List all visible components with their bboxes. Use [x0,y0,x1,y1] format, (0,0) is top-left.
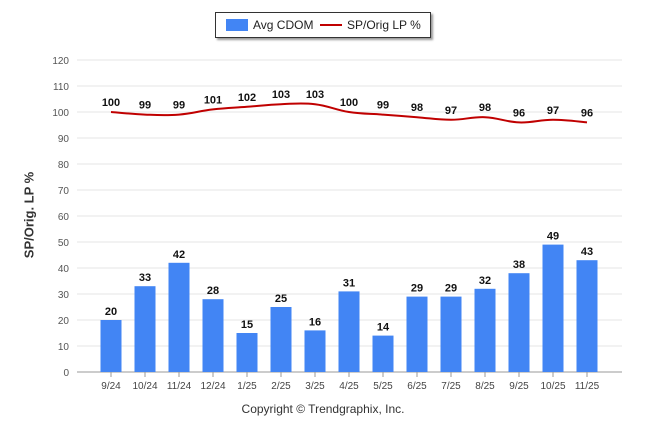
bar-avg-cdom [474,288,496,372]
bar-avg-cdom [134,286,156,372]
line-data-label: 98 [479,102,491,114]
bar-data-label: 31 [343,277,355,289]
x-tick-label: 4/25 [339,381,359,392]
x-tick-label: 10/24 [132,381,157,392]
x-tick-label: 9/24 [101,381,121,392]
line-data-label: 102 [238,92,256,104]
bar-data-label: 38 [513,259,525,271]
legend-bar-swatch [226,19,248,31]
line-data-label: 100 [102,97,120,109]
x-tick-label: 11/24 [167,381,192,392]
legend-bar-label: Avg CDOM [253,18,314,32]
bar-data-label: 32 [479,275,491,287]
y-tick-label: 110 [53,82,69,93]
legend-item-avg-cdom[interactable]: Avg CDOM [226,18,313,32]
bar-data-label: 43 [581,246,593,258]
y-tick-label: 90 [58,134,70,145]
bar-avg-cdom [168,262,190,372]
x-tick-label: 7/25 [441,381,461,392]
line-data-label: 103 [272,89,290,101]
bar-avg-cdom [236,333,258,372]
legend-line-swatch [320,24,342,26]
y-tick-label: 20 [58,316,70,327]
copyright-text: Copyright © Trendgraphix, Inc. [241,402,405,416]
bar-avg-cdom [372,335,394,372]
bar-avg-cdom [542,244,564,372]
y-tick-label: 50 [58,238,70,249]
y-tick-label: 0 [63,368,69,379]
bar-data-label: 29 [445,283,457,295]
y-tick-label: 10 [58,342,70,353]
y-tick-label: 40 [58,264,70,275]
line-data-label: 100 [340,97,358,109]
x-tick-label: 6/25 [407,381,427,392]
line-sp-orig-lp [110,102,588,124]
y-tick-label: 120 [52,56,69,67]
line-data-label: 98 [411,102,423,114]
bar-data-label: 29 [411,283,423,295]
x-tick-label: 12/24 [200,381,225,392]
y-tick-label: 80 [58,160,70,171]
x-tick-label: 10/25 [540,381,565,392]
bar-data-label: 25 [275,293,287,305]
legend: Avg CDOM SP/Orig LP % [215,12,431,38]
bar-data-label: 49 [547,231,559,243]
x-tick-label: 11/25 [575,381,600,392]
bar-avg-cdom [406,296,428,372]
y-tick-label: 30 [58,290,70,301]
legend-item-sp-orig-lp[interactable]: SP/Orig LP % [320,18,421,32]
x-tick-label: 2/25 [271,381,291,392]
line-data-label: 101 [204,94,222,106]
bar-avg-cdom [338,291,360,372]
bar-avg-cdom [576,260,598,372]
legend-line-label: SP/Orig LP % [347,18,421,32]
bar-avg-cdom [508,273,530,372]
line-data-label: 99 [377,100,389,112]
x-tick-label: 8/25 [475,381,495,392]
x-tick-label: 9/25 [509,381,529,392]
y-tick-label: 70 [58,186,70,197]
line-data-label: 97 [547,105,559,117]
bar-data-label: 16 [309,316,321,328]
bar-avg-cdom [100,320,122,372]
line-data-label: 99 [139,100,151,112]
bar-data-label: 33 [139,272,151,284]
y-tick-label: 100 [52,108,69,119]
bar-data-label: 14 [377,322,390,334]
line-data-label: 99 [173,100,185,112]
x-tick-label: 3/25 [305,381,325,392]
bar-avg-cdom [440,296,462,372]
x-tick-label: 5/25 [373,381,393,392]
x-tick-label: 1/25 [237,381,257,392]
bar-avg-cdom [304,330,326,372]
bar-data-label: 20 [105,306,117,318]
bar-data-label: 28 [207,285,219,297]
line-data-label: 97 [445,105,457,117]
bar-avg-cdom [202,299,224,372]
bar-avg-cdom [270,307,292,372]
line-data-label: 96 [581,107,593,119]
line-data-label: 96 [513,107,525,119]
bar-data-label: 15 [241,319,253,331]
bar-data-label: 42 [173,249,185,261]
y-tick-label: 60 [58,212,70,223]
line-data-label: 103 [306,89,324,101]
